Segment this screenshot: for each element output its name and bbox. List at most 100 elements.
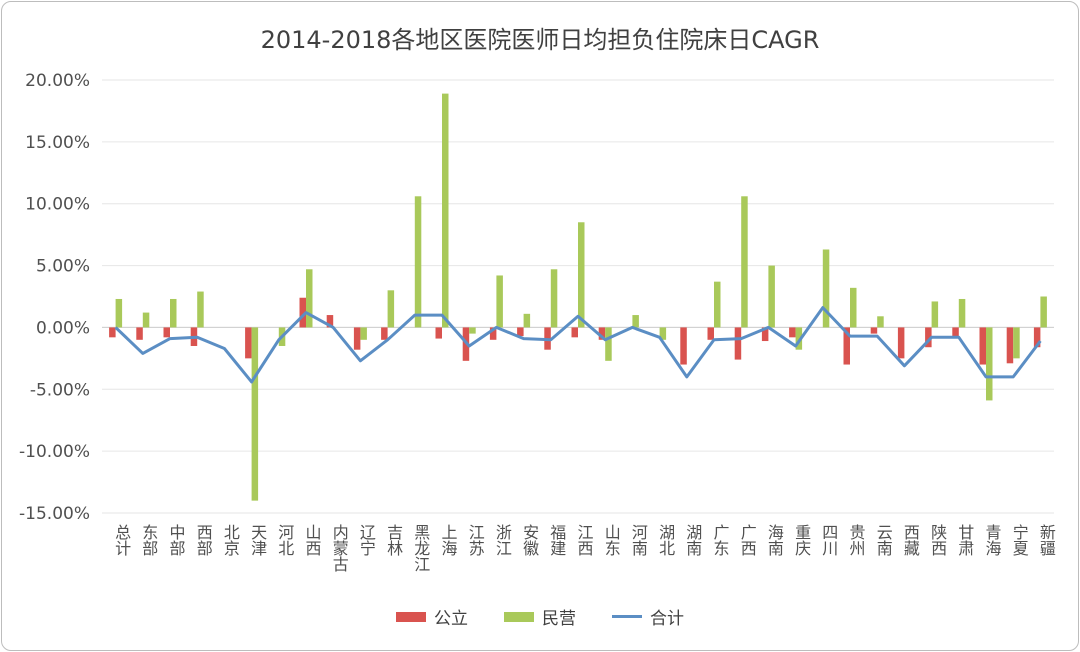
bar-public [381,327,388,340]
x-tick-label: 江苏 [466,524,485,557]
x-tick-label: 甘肃 [955,524,974,556]
legend-item-public: 公立 [396,604,468,629]
bar-public [489,327,497,340]
chart-title: 2014-2018各地区医院医师日均担负住院床日CAGR [260,26,820,54]
bar-private [714,281,721,328]
bar-private [659,327,667,340]
x-tick-label: 河南 [629,524,648,556]
bar-private [251,327,259,501]
bar-private [822,249,830,328]
bar-public [952,327,959,338]
legend-swatch-public [396,611,426,622]
bar-private [605,327,612,361]
bar-private [496,275,503,328]
legend-label-private: 民营 [542,609,576,629]
x-tick-label: 青海 [983,524,1002,556]
x-tick-label: 湖北 [656,524,675,556]
y-tick-label: -5.00% [30,380,90,400]
x-tick-label: 北京 [221,524,240,557]
bar-private [442,93,449,328]
bar-public [571,327,578,338]
x-tick-label: 总计 [112,524,131,556]
bar-public [761,327,769,342]
bar-private [170,298,177,328]
x-tick-label: 浙江 [493,524,512,556]
x-tick-label: 云南 [874,524,893,556]
x-tick-label: 四川 [819,524,838,556]
bar-public [109,327,116,338]
bar-private [877,316,884,328]
bar-private [469,327,476,334]
x-tick-label: 中部 [167,524,186,556]
bar-public [843,327,850,365]
legend-item-total: 合计 [612,604,684,629]
bar-public [598,327,606,340]
x-tick-label: 吉林 [384,524,403,556]
x-tick-label: 湖南 [683,524,702,556]
bar-private [306,269,313,328]
bar-private [632,315,639,328]
bar-public [163,327,170,338]
bar-private [1013,327,1020,359]
x-tick-label: 海南 [765,524,784,556]
bar-private [414,196,422,328]
bar-private [931,301,939,328]
bar-private [1040,296,1047,328]
bar-public [870,327,878,334]
bar-private [768,265,775,328]
bar-private [115,298,123,328]
y-tick-label: 20.00% [25,71,90,91]
bar-public [326,315,334,328]
bar-private [550,269,558,328]
bar-private [387,290,395,328]
bar-public [734,327,742,360]
x-tick-label: 内蒙古 [330,524,349,572]
bar-private [578,222,585,328]
y-tick-label: 10.00% [25,195,90,215]
x-tick-label: 广东 [711,524,730,556]
bar-private [986,327,993,401]
bar-public [136,327,143,340]
y-tick-label: -15.00% [19,504,90,524]
bar-private [360,327,367,340]
x-tick-label: 山西 [303,524,322,556]
bar-private [850,287,857,328]
y-tick-label: 0.00% [36,318,90,338]
legend-swatch-private [504,611,534,622]
bar-public [680,327,687,365]
x-tick-label: 辽宁 [357,524,376,556]
x-tick-label: 广西 [738,524,757,556]
legend-label-total: 合计 [650,609,684,629]
legend-item-private: 民营 [504,604,576,629]
bar-private [142,312,150,328]
x-tick-label: 西部 [194,524,213,556]
bar-public [435,327,442,339]
y-tick-label: -10.00% [19,442,90,462]
x-tick-label: 天津 [248,524,267,556]
x-tick-label: 西藏 [901,524,920,557]
bar-public [979,327,986,365]
x-tick-label: 陕西 [928,524,947,556]
x-tick-label: 宁夏 [1010,524,1029,556]
bar-private [795,327,803,350]
bar-private [197,291,204,328]
bar-public [707,327,714,340]
bar-private [523,313,531,328]
x-tick-label: 河北 [275,524,294,556]
x-tick-label: 上海 [439,524,458,556]
bar-public [1033,327,1041,348]
bar-private [958,298,966,328]
bar-public [517,327,524,337]
x-tick-label: 新疆 [1037,524,1056,556]
x-tick-label: 安徽 [520,524,539,556]
x-tick-label: 福建 [547,524,566,556]
x-tick-label: 江西 [575,524,594,556]
y-tick-label: 15.00% [25,133,90,153]
bar-public [353,327,361,350]
bar-public [897,327,905,359]
y-tick-label: 5.00% [36,257,90,277]
x-tick-label: 重庆 [792,524,811,556]
x-tick-label: 黑龙江 [411,524,430,572]
bar-public [1006,327,1014,364]
